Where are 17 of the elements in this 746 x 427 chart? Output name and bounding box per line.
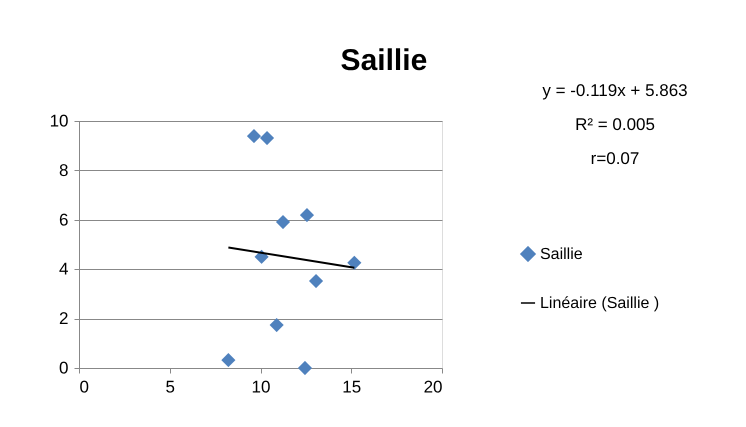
y-tick-label: 6: [59, 210, 68, 230]
chart-title: Saillie: [340, 44, 428, 77]
y-tick-label: 0: [59, 358, 68, 378]
text: r=0.07: [590, 149, 640, 168]
text: R² = 0.005: [575, 115, 655, 134]
x-tick-label: 10: [252, 378, 270, 396]
y-tick-label: 8: [59, 160, 68, 180]
y-tick-label: 2: [59, 309, 68, 328]
y-tick-label: 10: [50, 112, 68, 130]
legend-label: Saillie: [540, 246, 583, 263]
x-tick-label: 20: [424, 378, 442, 396]
x-tick-label: 15: [342, 378, 362, 396]
x-tick-label: 0: [80, 378, 89, 396]
text: y = -0.119x + 5.863: [542, 81, 688, 100]
y-tick-label: 4: [59, 260, 68, 279]
x-tick-label: 5: [166, 378, 175, 396]
legend-label: Linéaire (Saillie ): [540, 295, 660, 312]
